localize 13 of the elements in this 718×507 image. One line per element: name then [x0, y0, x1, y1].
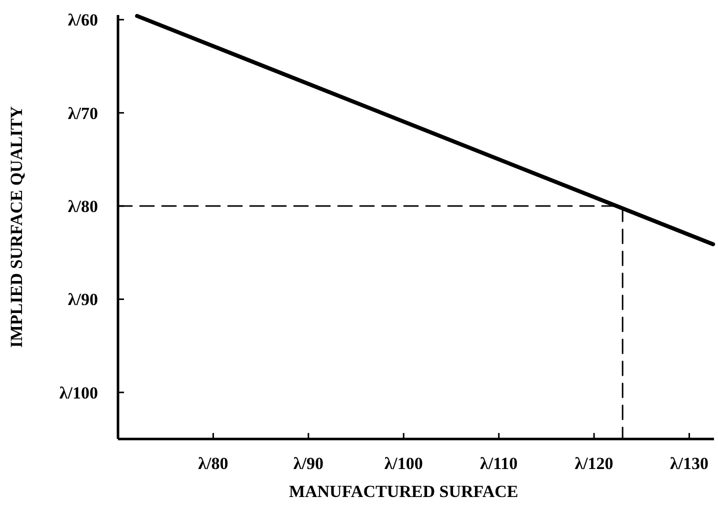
y-axis-title: IMPLIED SURFACE QUALITY: [7, 106, 26, 348]
x-tick-label: λ/120: [574, 454, 614, 473]
x-axis-title: MANUFACTURED SURFACE: [288, 482, 518, 501]
x-tick-label: λ/100: [384, 454, 423, 473]
x-tick-label: λ/110: [480, 454, 518, 473]
y-tick-label: λ/60: [68, 10, 98, 30]
x-tick-label: λ/80: [198, 454, 228, 473]
y-tick-label: λ/100: [59, 383, 98, 402]
x-tick-label: λ/90: [293, 454, 324, 473]
y-tick-label: λ/70: [68, 104, 98, 123]
y-tick-label: λ/90: [68, 290, 98, 310]
x-tick-label: λ/130: [670, 454, 709, 473]
y-tick-label: λ/80: [68, 196, 98, 216]
